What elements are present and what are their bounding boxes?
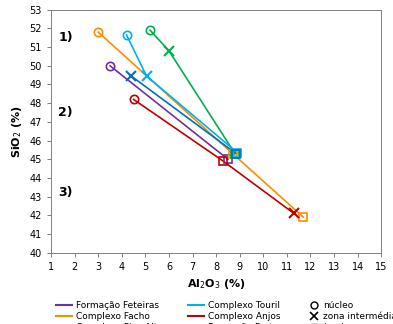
- Legend: núcleo, zona intermédia, bordo: núcleo, zona intermédia, bordo: [310, 301, 393, 324]
- Text: 1): 1): [58, 31, 73, 44]
- Y-axis label: SiO$_2$ (%): SiO$_2$ (%): [10, 105, 24, 158]
- Text: 2): 2): [58, 106, 73, 119]
- Text: 3): 3): [58, 186, 73, 199]
- X-axis label: Al$_2$O$_3$ (%): Al$_2$O$_3$ (%): [187, 277, 246, 291]
